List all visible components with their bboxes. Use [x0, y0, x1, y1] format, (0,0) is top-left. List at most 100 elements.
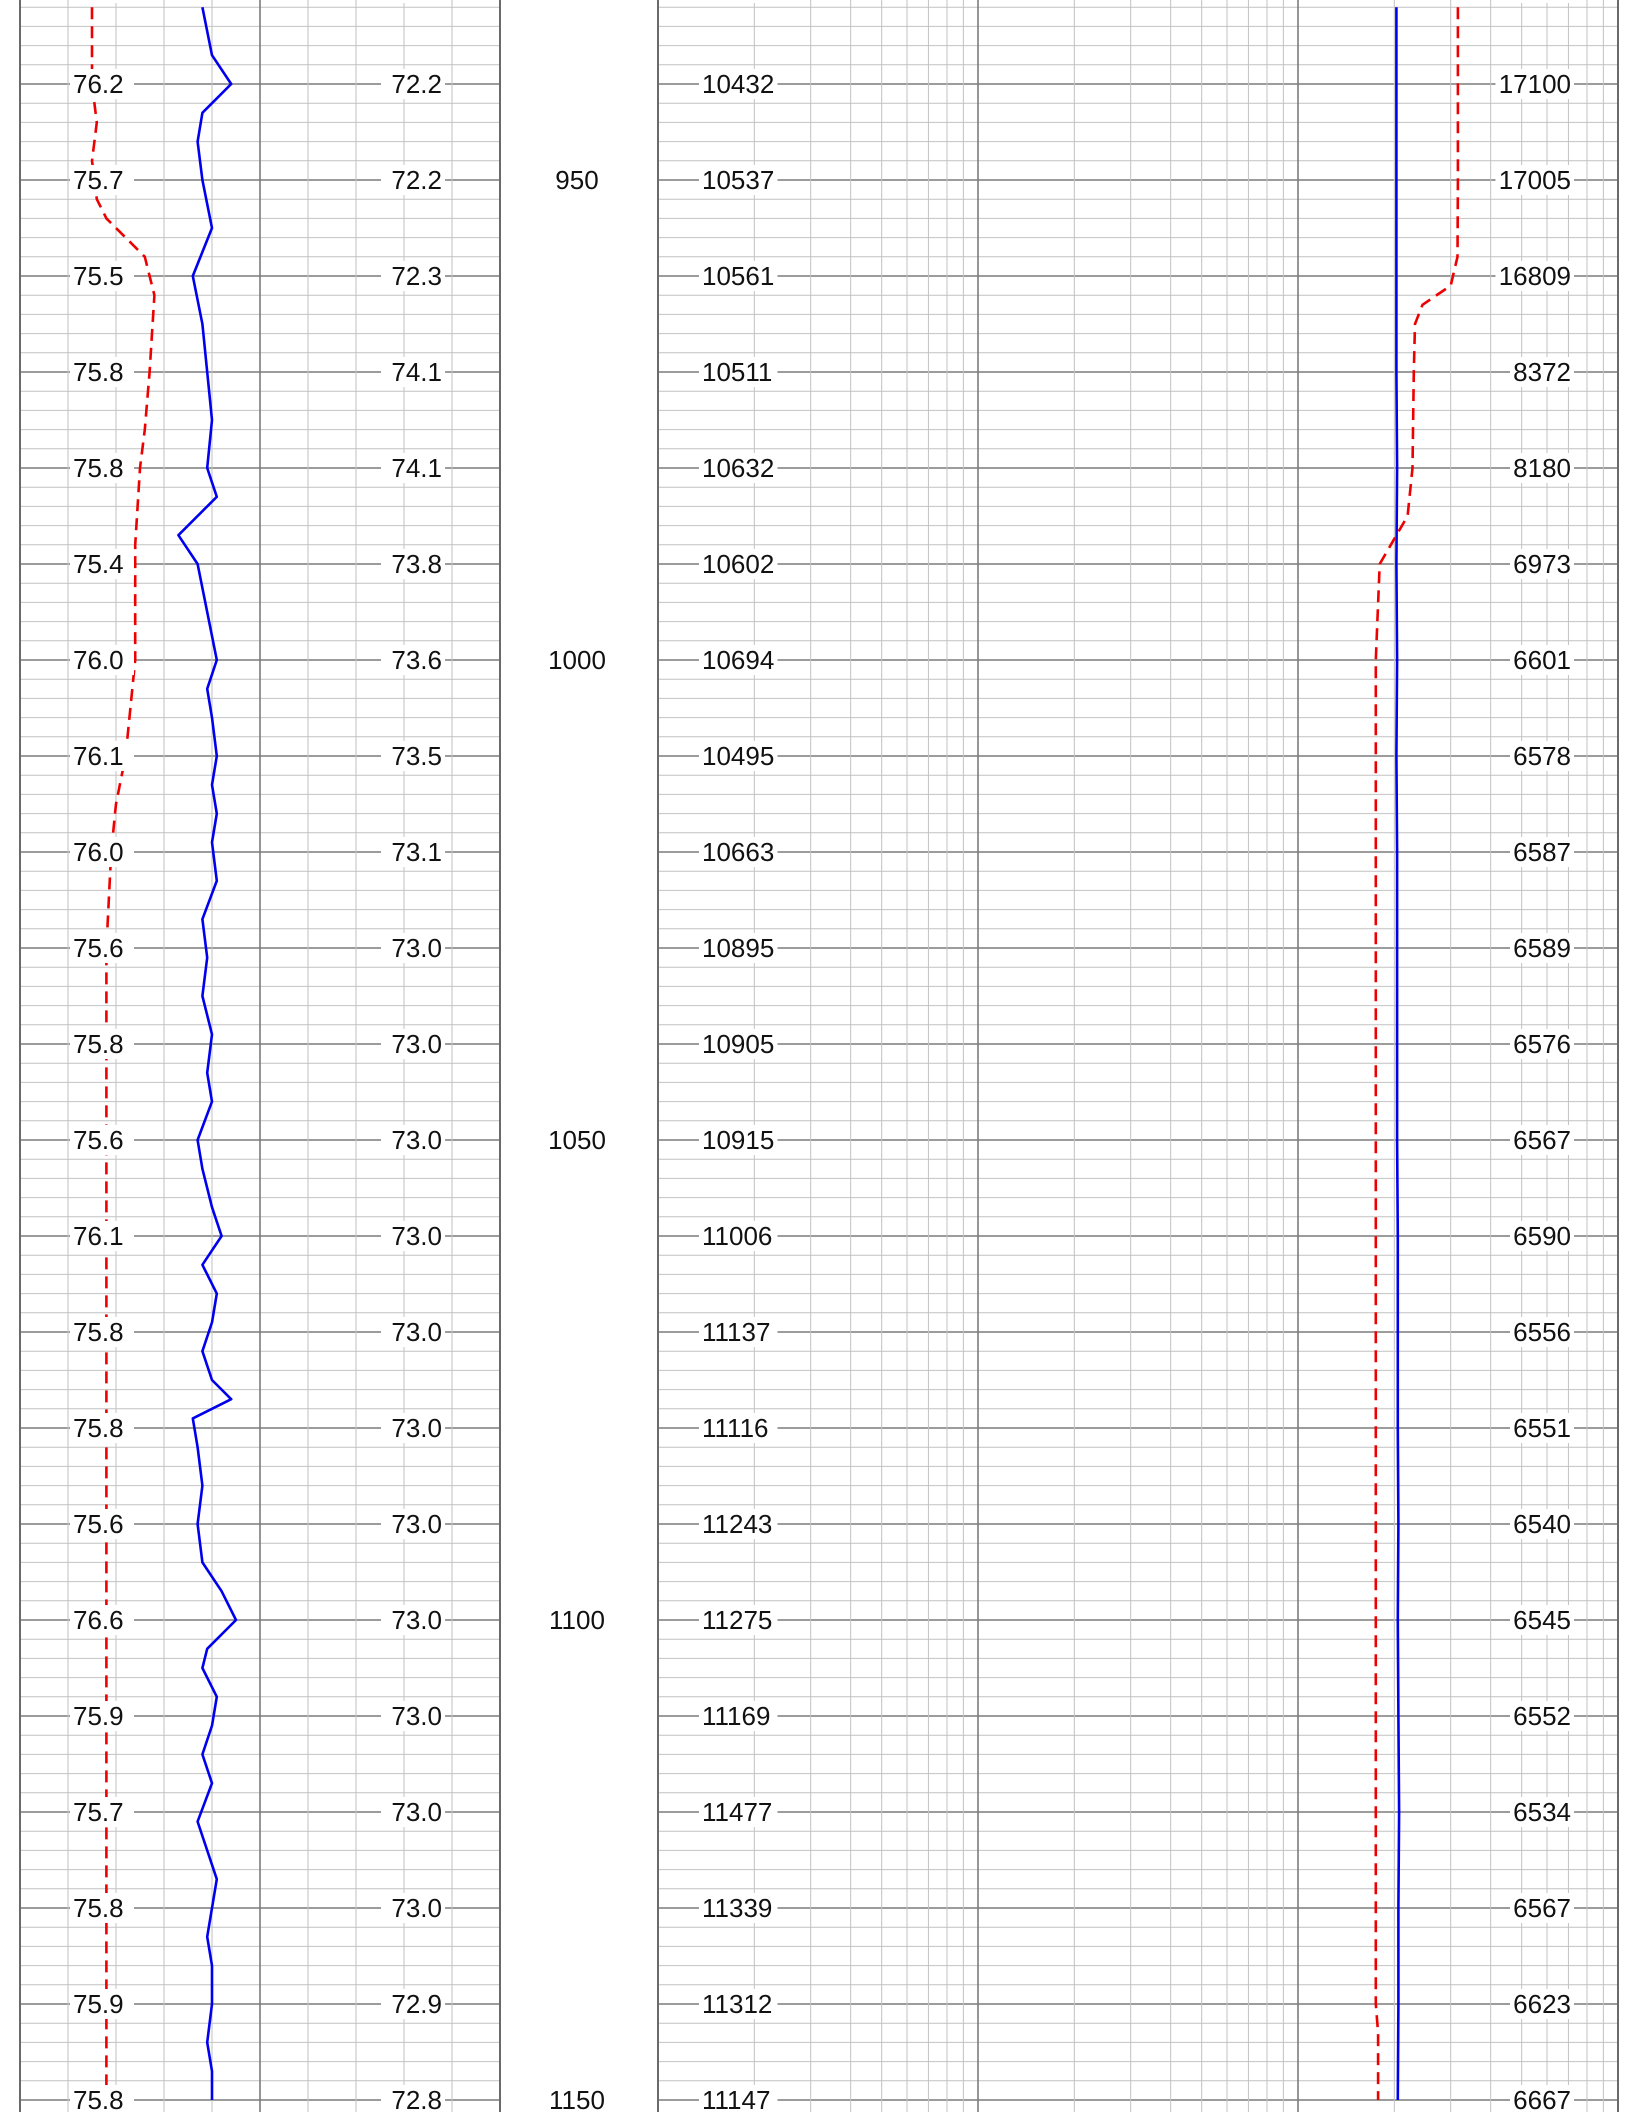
readout-label-left-track-b-bg	[381, 933, 445, 963]
readout-label-left-track-b-bg	[381, 165, 445, 195]
readout-label-right-track-b-bg	[1510, 1605, 1574, 1635]
readout-label-left-track-a: 76.1	[73, 1221, 124, 1251]
readout-label-left-track-a: 75.6	[73, 933, 124, 963]
readout-label-left-track-a: 75.8	[73, 1893, 124, 1923]
readout-label-left-track-b: 73.0	[391, 1125, 442, 1155]
depth-label: 950	[555, 165, 598, 195]
readout-label-right-track-a-bg	[699, 2085, 778, 2112]
readout-label-left-track-a-bg	[70, 261, 134, 291]
readout-label-right-track-b-bg	[1510, 549, 1574, 579]
readout-label-left-track-a: 75.8	[73, 2085, 124, 2112]
readout-label-right-track-a-bg	[699, 1605, 778, 1635]
readout-labels: 75.8 72.2 10609 17285 76.2 72.2 10432 17100 75.7…	[70, 0, 1574, 2112]
readout-label-right-track-b-bg	[1495, 165, 1574, 195]
readout-label-left-track-b-bg	[381, 549, 445, 579]
readout-label-left-track-b-bg	[381, 645, 445, 675]
readout-label-left-track-a-bg	[70, 1989, 134, 2019]
readout-label-left-track-b: 73.1	[391, 837, 442, 867]
readout-label-right-track-b: 8372	[1513, 357, 1571, 387]
readout-label-right-track-a-bg	[699, 453, 778, 483]
readout-label-left-track-b-bg	[381, 1605, 445, 1635]
readout-label-right-track-a: 10561	[702, 261, 774, 291]
readout-label-left-track-b: 73.0	[391, 1029, 442, 1059]
readout-label-left-track-b: 73.0	[391, 1797, 442, 1827]
readout-label-right-track-b: 6534	[1513, 1797, 1571, 1827]
readout-label-right-track-b: 6623	[1513, 1989, 1571, 2019]
log-track-solid-curve	[1395, 7, 1401, 2101]
readout-label-right-track-a-bg	[699, 837, 778, 867]
readout-label-right-track-a-bg	[699, 1029, 778, 1059]
readout-label-right-track-b: 6540	[1513, 1509, 1571, 1539]
readout-label-left-track-b: 73.0	[391, 1317, 442, 1347]
linear-track-dashed-curve	[90, 7, 156, 2100]
readout-label-left-track-b-bg	[381, 1989, 445, 2019]
readout-label-left-track-a: 75.8	[73, 357, 124, 387]
readout-label-left-track-a-bg	[70, 645, 134, 675]
readout-label-right-track-b: 17285	[1499, 0, 1571, 3]
readout-label-right-track-a: 10895	[702, 933, 774, 963]
log-track-dashed-curve	[1374, 7, 1460, 2100]
readout-label-right-track-a: 10602	[702, 549, 774, 579]
readout-label-right-track-a: 11477	[702, 1797, 772, 1827]
readout-label-right-track-a: 11339	[702, 1893, 772, 1923]
readout-label-left-track-a-bg	[70, 453, 134, 483]
readout-label-left-track-a: 76.0	[73, 645, 124, 675]
readout-label-right-track-b: 8180	[1513, 453, 1571, 483]
readout-label-right-track-a-bg	[699, 0, 778, 3]
readout-label-left-track-a-bg	[70, 357, 134, 387]
readout-label-left-track-b: 74.1	[391, 357, 442, 387]
readout-label-left-track-b: 72.3	[391, 261, 442, 291]
readout-label-right-track-a-bg	[699, 1221, 778, 1251]
readout-label-right-track-a: 10432	[702, 69, 774, 99]
readout-label-left-track-a: 76.1	[73, 741, 124, 771]
readout-label-right-track-a: 10511	[702, 357, 772, 387]
readout-label-right-track-a: 10495	[702, 741, 774, 771]
readout-label-right-track-b: 6590	[1513, 1221, 1571, 1251]
readout-label-right-track-a-bg	[699, 1989, 778, 2019]
readout-label-left-track-b: 73.0	[391, 1701, 442, 1731]
track-borders	[19, 0, 1619, 2112]
readout-label-left-track-b: 72.2	[391, 165, 442, 195]
linear-track-solid-curve	[177, 6, 238, 2100]
readout-label-left-track-b: 72.8	[391, 2085, 442, 2112]
readout-label-right-track-a-bg	[699, 1893, 778, 1923]
readout-label-right-track-b: 6973	[1513, 549, 1571, 579]
readout-label-right-track-a-bg	[699, 549, 778, 579]
readout-label-left-track-b: 73.0	[391, 1413, 442, 1443]
readout-label-left-track-a: 75.6	[73, 1125, 124, 1155]
readout-label-right-track-b: 6601	[1513, 645, 1571, 675]
readout-label-left-track-b-bg	[381, 1797, 445, 1827]
readout-label-left-track-b-bg	[381, 741, 445, 771]
readout-label-left-track-b-bg	[381, 261, 445, 291]
readout-label-right-track-a: 10663	[702, 837, 774, 867]
readout-label-left-track-b: 72.9	[391, 1989, 442, 2019]
readout-label-left-track-a: 75.8	[73, 1413, 124, 1443]
readout-label-left-track-b-bg	[381, 1221, 445, 1251]
depth-label: 1150	[549, 2085, 605, 2112]
readout-label-left-track-b: 72.2	[391, 69, 442, 99]
readout-label-left-track-a-bg	[70, 69, 134, 99]
readout-label-right-track-a-bg	[699, 1509, 778, 1539]
readout-label-left-track-b-bg	[381, 1509, 445, 1539]
readout-label-right-track-b-bg	[1510, 1413, 1574, 1443]
readout-label-left-track-a-bg	[70, 1509, 134, 1539]
readout-label-left-track-b: 73.0	[391, 933, 442, 963]
readout-label-left-track-b-bg	[381, 453, 445, 483]
readout-label-left-track-b: 73.0	[391, 1221, 442, 1251]
readout-label-left-track-b-bg	[381, 1701, 445, 1731]
readout-label-right-track-a-bg	[699, 1125, 778, 1155]
readout-label-right-track-a-bg	[699, 165, 778, 195]
readout-label-right-track-a: 11147	[702, 2085, 770, 2112]
readout-label-left-track-a: 75.8	[73, 453, 124, 483]
readout-label-left-track-b: 73.0	[391, 1509, 442, 1539]
readout-label-left-track-a-bg	[70, 1605, 134, 1635]
readout-label-left-track-b: 72.2	[391, 0, 442, 3]
readout-label-right-track-b-bg	[1510, 837, 1574, 867]
readout-label-left-track-b: 74.1	[391, 453, 442, 483]
readout-label-right-track-a: 10915	[702, 1125, 774, 1155]
readout-label-right-track-b-bg	[1510, 1701, 1574, 1731]
readout-label-left-track-b-bg	[381, 837, 445, 867]
readout-label-right-track-a: 10905	[702, 1029, 774, 1059]
readout-label-right-track-a-bg	[699, 1317, 778, 1347]
